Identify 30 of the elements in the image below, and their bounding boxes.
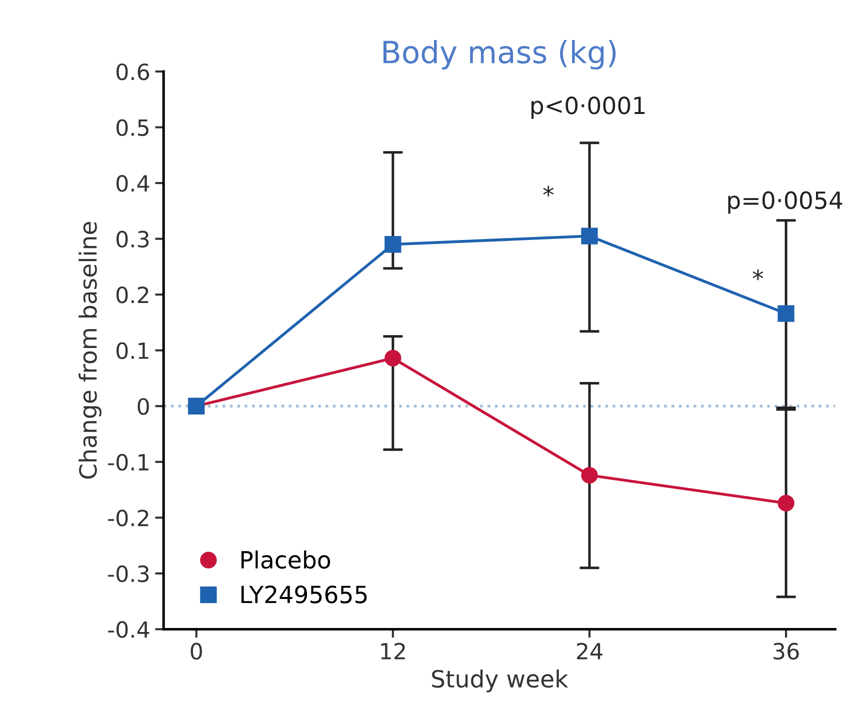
- x-tick-label: 12: [381, 642, 405, 660]
- y-tick-label: -0.3: [108, 565, 149, 582]
- legend-label: Placebo: [241, 550, 330, 569]
- y-tick-label: -0.1: [108, 454, 148, 471]
- point: [384, 350, 402, 366]
- y-tick-label: 0.1: [116, 342, 148, 360]
- chart-title: Body mass (kg): [383, 40, 616, 70]
- y-tick-label: 0.5: [116, 119, 148, 136]
- point: [778, 494, 794, 512]
- annotation: *: [752, 269, 764, 280]
- y-tick-label: 0: [138, 398, 149, 415]
- y-tick-label: 0.4: [116, 174, 150, 192]
- point: [581, 228, 598, 244]
- x-tick-label: 0: [190, 642, 202, 660]
- y-tick-label: 0.6: [116, 63, 149, 80]
- y-tick-label: 0.2: [116, 286, 148, 304]
- x-axis-title: Study week: [432, 669, 568, 692]
- annotation: p=0·0054: [728, 191, 842, 214]
- point: [384, 236, 402, 253]
- legend-label: LY2495655: [241, 586, 367, 604]
- point: [581, 466, 598, 484]
- x-tick-label: 36: [774, 642, 799, 660]
- point: [778, 305, 794, 322]
- y-tick-label: -0.2: [108, 510, 148, 526]
- x-tick-label: 24: [576, 642, 602, 660]
- annotation: p<0·0001: [531, 96, 645, 119]
- annotation: *: [543, 186, 554, 196]
- y-tick-label: -0.4: [108, 621, 150, 638]
- y-tick-label: 0.3: [116, 230, 149, 248]
- y-axis-title: Change from baseline: [78, 222, 102, 479]
